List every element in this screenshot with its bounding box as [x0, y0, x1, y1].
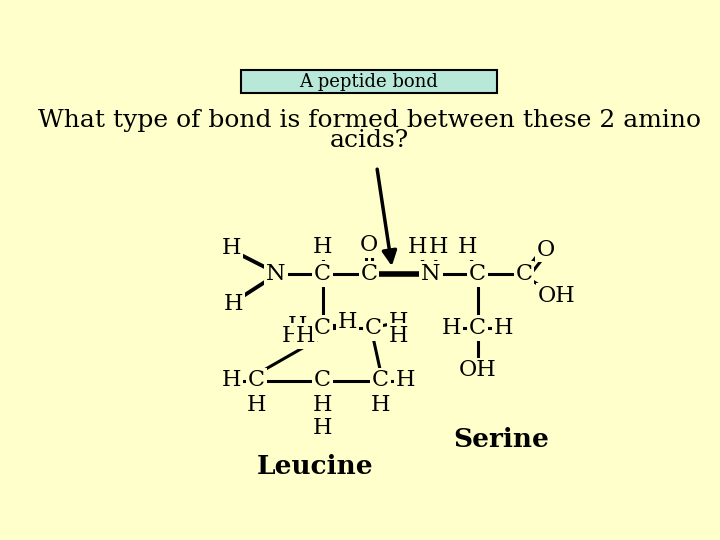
Text: H: H [282, 325, 301, 347]
Text: O: O [360, 234, 378, 256]
Text: H: H [458, 237, 477, 258]
FancyBboxPatch shape [241, 70, 497, 93]
Text: acids?: acids? [329, 130, 409, 152]
Text: Leucine: Leucine [256, 454, 373, 478]
Text: O: O [536, 239, 555, 261]
Text: C: C [248, 369, 265, 392]
Text: H: H [396, 369, 415, 392]
Text: H: H [338, 311, 357, 333]
Text: C: C [516, 263, 533, 285]
Text: C: C [469, 263, 486, 285]
Text: A peptide bond: A peptide bond [300, 73, 438, 91]
Text: H: H [429, 237, 449, 258]
Text: H: H [312, 394, 332, 416]
Text: H: H [222, 237, 242, 259]
Text: C: C [372, 369, 389, 392]
Text: H: H [296, 325, 315, 347]
Text: H: H [442, 317, 462, 339]
Text: H: H [389, 325, 408, 347]
Text: H: H [224, 293, 243, 314]
Text: H: H [371, 394, 390, 416]
Text: OH: OH [459, 360, 496, 381]
Text: H: H [312, 417, 332, 439]
Text: H: H [312, 237, 332, 258]
Text: H: H [493, 317, 513, 339]
Text: C: C [314, 317, 331, 339]
Text: H: H [221, 369, 240, 392]
Text: C: C [469, 317, 486, 339]
Text: C: C [314, 263, 331, 285]
Text: N: N [421, 263, 441, 285]
Text: C: C [361, 263, 377, 285]
Text: OH: OH [538, 285, 575, 307]
Text: H: H [288, 315, 307, 337]
Text: N: N [266, 263, 286, 285]
Text: What type of bond is formed between these 2 amino: What type of bond is formed between thes… [37, 110, 701, 132]
Text: H: H [408, 237, 427, 258]
Text: H: H [389, 311, 408, 333]
Text: C: C [364, 317, 382, 339]
Text: Serine: Serine [453, 427, 549, 451]
Text: C: C [314, 369, 331, 392]
Text: H: H [247, 394, 266, 416]
